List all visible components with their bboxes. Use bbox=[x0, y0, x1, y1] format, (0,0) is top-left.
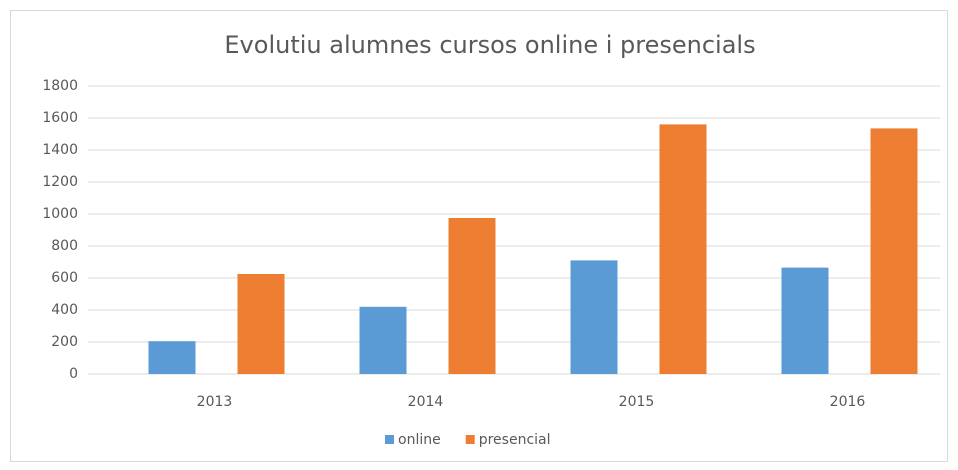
bar bbox=[448, 218, 496, 374]
x-tick-label: 2014 bbox=[408, 394, 444, 410]
x-tick-label: 2016 bbox=[830, 394, 866, 410]
legend-swatch bbox=[465, 435, 475, 444]
y-tick-label: 200 bbox=[51, 334, 78, 350]
legend-label: online bbox=[398, 432, 441, 448]
bar bbox=[659, 124, 707, 375]
bar bbox=[148, 341, 196, 374]
x-tick-label: 2015 bbox=[619, 394, 655, 410]
y-tick-label: 1600 bbox=[42, 110, 78, 126]
legend-swatch bbox=[385, 435, 394, 444]
y-tick-label: 600 bbox=[51, 270, 78, 286]
y-tick-label: 1200 bbox=[42, 174, 78, 190]
x-tick-label: 2013 bbox=[197, 394, 233, 410]
y-tick-label: 1800 bbox=[42, 78, 78, 94]
chart-title: Evolutiu alumnes cursos online i presenc… bbox=[224, 31, 755, 59]
bar bbox=[359, 306, 407, 374]
y-tick-label: 1000 bbox=[42, 206, 78, 222]
bar bbox=[870, 128, 918, 374]
y-tick-label: 800 bbox=[51, 238, 78, 254]
bar bbox=[237, 274, 285, 374]
legend-label: presencial bbox=[479, 432, 551, 448]
bar bbox=[781, 267, 829, 374]
y-tick-label: 400 bbox=[51, 302, 78, 318]
y-tick-label: 1400 bbox=[42, 142, 78, 158]
bar bbox=[570, 260, 618, 374]
y-tick-label: 0 bbox=[69, 366, 78, 382]
